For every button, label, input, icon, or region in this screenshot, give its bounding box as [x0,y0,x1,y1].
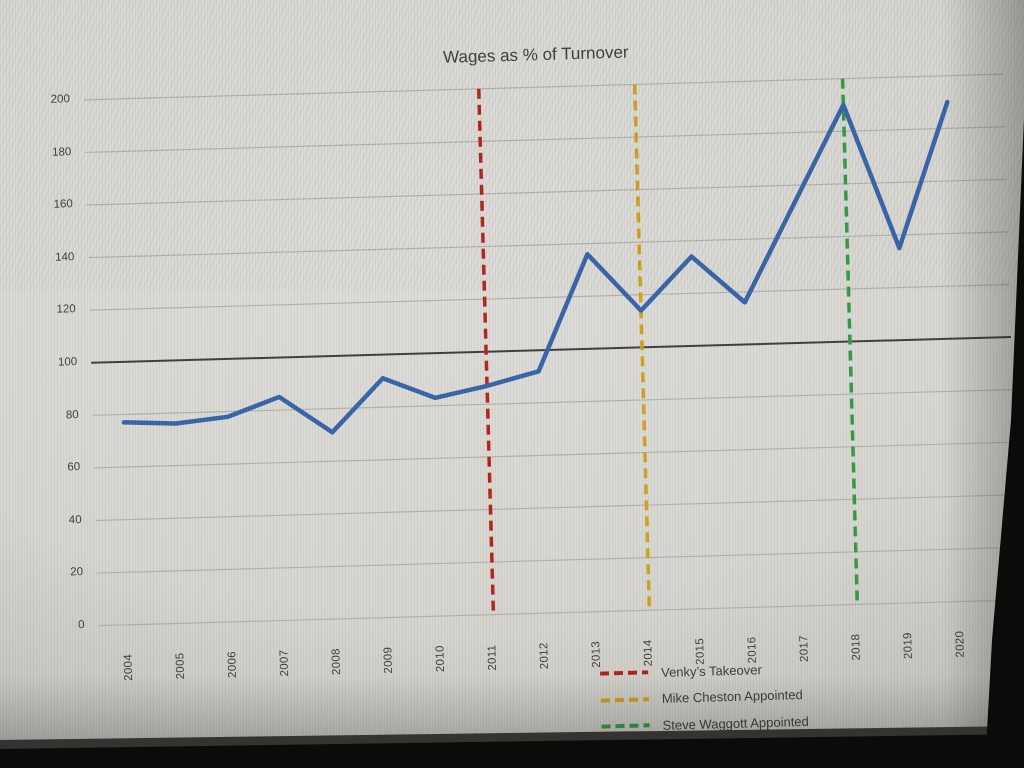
y-tick-label: 0 [77,619,85,632]
y-tick-label: 140 [54,250,75,264]
x-tick-label: 2019 [902,632,915,660]
x-tick-label: 2020 [954,630,967,658]
gridline-y-120 [89,283,1010,311]
gridline-y-0 [98,599,1019,627]
gridline-y-80 [92,389,1013,416]
gridline-y-200 [83,73,1004,101]
annotation-line-2014 [632,84,652,611]
annotation-line-2018 [840,78,860,605]
x-tick-label: 2012 [538,642,551,670]
legend-dash-swatch [600,696,649,703]
y-tick-label: 80 [65,408,79,422]
y-tick-label: 60 [67,461,81,474]
gridline-y-20 [97,546,1017,574]
y-tick-label: 200 [50,93,71,106]
y-tick-label: 180 [51,145,72,159]
x-tick-label: 2005 [174,652,188,680]
x-tick-label: 2010 [434,645,448,673]
gridline-y-160 [86,178,1007,206]
reference-line-100 [91,336,1011,364]
y-tick-label: 160 [53,198,73,211]
x-tick-label: 2008 [330,648,344,676]
x-tick-label: 2011 [486,644,499,671]
x-tick-label: 2009 [382,646,396,674]
y-tick-label: 120 [56,303,76,317]
x-tick-label: 2006 [226,650,240,679]
x-tick-label: 2013 [590,640,603,668]
legend-dash-swatch [600,670,649,676]
x-tick-label: 2014 [642,639,655,667]
x-tick-label: 2004 [122,653,136,681]
x-tick-label: 2018 [850,633,863,661]
y-tick-label: 20 [70,566,84,579]
gridline-y-140 [88,231,1008,259]
legend-dash-swatch [601,723,650,729]
x-tick-label: 2017 [798,634,811,663]
gridline-y-40 [95,494,1016,522]
x-tick-label: 2015 [694,637,707,666]
legend-label: Venky’s Takeover [660,661,762,680]
y-tick-label: 100 [57,356,78,369]
y-tick-label: 40 [68,513,82,527]
x-tick-label: 2016 [746,636,759,664]
annotation-line-2011 [476,88,496,615]
gridline-y-180 [85,126,1006,154]
series-line [121,99,950,435]
x-tick-label: 2007 [278,649,292,677]
gridline-y-60 [94,441,1014,469]
